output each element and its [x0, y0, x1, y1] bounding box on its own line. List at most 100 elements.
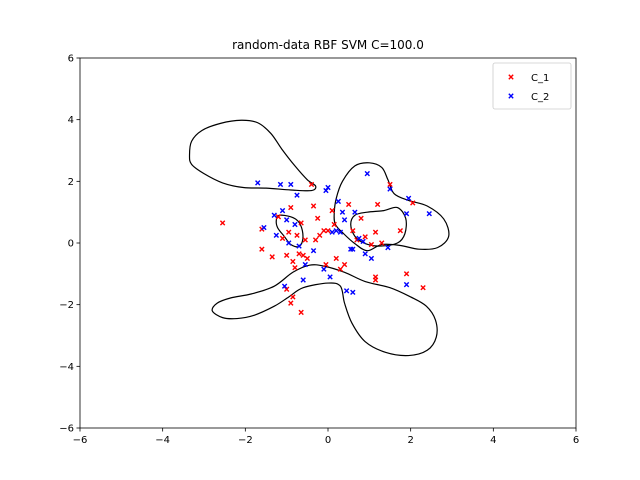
point-c2-21: [333, 227, 339, 234]
point-c2-41: [337, 229, 344, 235]
point-c2-18: [325, 184, 331, 191]
point-c1-17: [304, 255, 311, 262]
point-c2-17: [323, 187, 329, 194]
legend-marker-c2: [508, 93, 514, 99]
point-c1-24: [323, 261, 329, 268]
x-tick-label: 0: [325, 435, 331, 446]
point-c1-49: [283, 286, 290, 292]
point-c1-21: [314, 215, 321, 222]
point-c2-39: [350, 289, 356, 296]
point-c2-37: [426, 211, 432, 217]
x-tick-label: −2: [238, 435, 253, 446]
x-tick-label: 4: [490, 435, 496, 446]
point-c2-42: [385, 244, 391, 251]
legend-label-c1: C_1: [531, 73, 549, 84]
point-c2-4: [273, 232, 280, 238]
point-c1-4: [269, 254, 275, 260]
point-c2-19: [327, 274, 333, 280]
point-c1-46: [290, 294, 296, 300]
point-c1-3: [259, 246, 265, 252]
point-c2-8: [286, 240, 292, 246]
point-c1-34: [358, 215, 364, 222]
point-c1-30: [341, 261, 348, 268]
point-c2-31: [362, 251, 368, 257]
point-c2-3: [271, 212, 277, 218]
point-c2-22: [335, 198, 342, 205]
decision-boundary-contour-4: [333, 162, 450, 252]
point-c1-1: [219, 220, 226, 226]
y-tick-label: −6: [59, 424, 74, 435]
point-c1-13: [296, 251, 302, 257]
x-tick-label: 2: [407, 435, 413, 446]
point-c2-30: [360, 238, 366, 245]
point-c2-14: [302, 261, 308, 268]
point-c2-35: [403, 211, 410, 217]
point-c1-16: [302, 237, 308, 243]
point-c2-11: [294, 192, 300, 198]
point-c2-13: [300, 277, 306, 283]
y-tick-label: 6: [68, 54, 74, 65]
series-layer: [219, 170, 432, 316]
point-c1-37: [372, 229, 379, 235]
point-c2-32: [364, 170, 370, 177]
point-c2-7: [283, 217, 290, 223]
point-c2-24: [341, 217, 348, 223]
point-c1-41: [397, 227, 404, 234]
point-c2-12: [296, 243, 302, 249]
point-c1-31: [345, 201, 352, 208]
point-c1-25: [325, 227, 331, 234]
x-tick-label: 6: [573, 435, 579, 446]
plot-area: [79, 57, 577, 429]
point-c1-38: [374, 201, 381, 208]
point-c2-5: [277, 181, 284, 188]
point-c2-40: [281, 283, 288, 289]
point-c1-10: [290, 258, 296, 265]
point-c1-47: [288, 300, 294, 306]
y-tick-label: 2: [68, 177, 74, 188]
decision-boundary-contour-3: [211, 264, 438, 357]
point-c1-27: [331, 221, 337, 228]
point-c1-18: [308, 181, 315, 188]
point-c1-6: [279, 235, 286, 242]
point-c2-2: [261, 224, 267, 231]
point-c1-40: [387, 181, 393, 188]
point-c2-10: [292, 221, 298, 228]
point-c2-33: [368, 255, 375, 262]
point-c1-28: [333, 255, 339, 262]
point-c2-1: [255, 180, 261, 186]
point-c1-43: [410, 200, 416, 206]
point-c2-36: [405, 195, 412, 201]
point-c1-9: [288, 204, 294, 211]
y-tick-label: −2: [59, 300, 74, 311]
legend: C_1 C_2: [492, 62, 572, 110]
point-c1-35: [362, 234, 368, 240]
x-tick-label: −6: [73, 435, 88, 446]
point-c2-6: [279, 207, 286, 214]
y-tick-label: 4: [68, 115, 74, 126]
point-c1-8: [286, 229, 292, 235]
decision-boundary-layer: [188, 119, 450, 357]
point-c2-29: [356, 235, 362, 242]
x-axis: −6 −4 −2 0 2 4 6: [73, 428, 579, 446]
point-c2-9: [288, 181, 294, 188]
y-tick-label: −4: [59, 362, 74, 373]
point-c1-44: [420, 285, 426, 291]
point-c1-11: [292, 264, 298, 271]
point-c2-38: [403, 281, 410, 288]
point-c2-34: [387, 186, 393, 192]
point-c1-42: [403, 271, 410, 277]
legend-label-c2: C_2: [531, 92, 549, 103]
point-c2-15: [310, 248, 317, 254]
point-c1-39: [379, 240, 385, 246]
point-c1-22: [317, 232, 323, 238]
point-c1-19: [310, 203, 317, 209]
point-c2-23: [339, 209, 346, 215]
chart-title: random-data RBF SVM C=100.0: [232, 38, 424, 52]
point-c1-14: [298, 220, 304, 226]
point-c1-15: [300, 252, 306, 259]
axes-background: [80, 58, 576, 428]
point-c1-5: [275, 214, 282, 220]
point-c1-32: [350, 227, 356, 234]
point-c1-48: [298, 309, 304, 316]
